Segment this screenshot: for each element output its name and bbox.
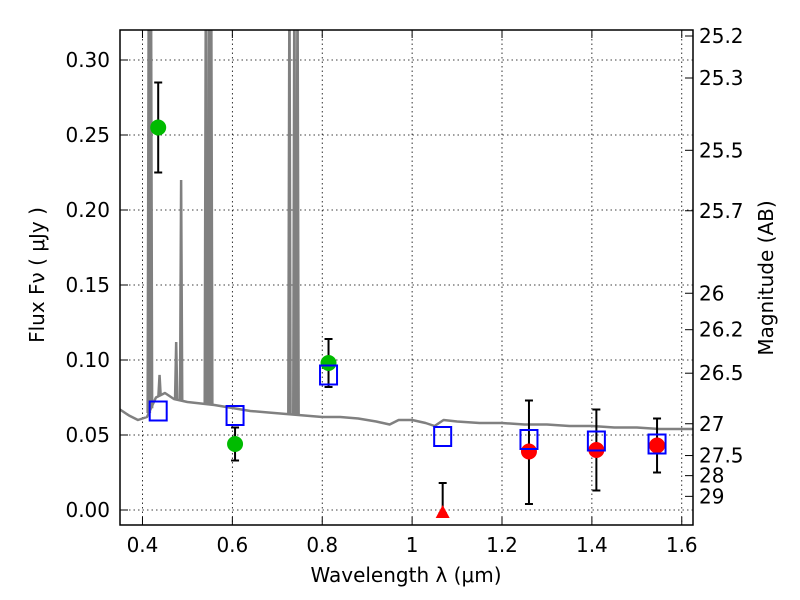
model-flux-square [319, 364, 339, 386]
plot-frame [119, 29, 694, 526]
y2-tick-label: 26.2 [699, 318, 744, 342]
x-tick-label: 1.2 [486, 533, 518, 557]
x-tick-label: 1 [406, 533, 419, 557]
template-emission-line [292, 30, 297, 415]
axis-ticks [120, 30, 693, 525]
x-tick-label: 0.4 [127, 533, 159, 557]
template-emission-line [173, 341, 179, 400]
y2-tick-label: 27.5 [699, 444, 744, 468]
template-spectrum [120, 30, 693, 431]
red-data-point [520, 443, 537, 460]
x-tick-label: 0.8 [306, 533, 338, 557]
model-flux-square [225, 405, 245, 426]
y-tick-label: 0.10 [65, 348, 110, 372]
error-bars [154, 81, 662, 514]
y2-tick-label: 26.5 [699, 361, 744, 385]
y2-tick-label: 29 [699, 484, 724, 508]
y2-tick-label: 26 [699, 281, 724, 305]
template-emission-line [157, 374, 162, 396]
x-tick-labels: 0.4 0.6 0.8 1 1.2 1.4 1.6 [127, 533, 698, 557]
y2-tick-label: 28 [699, 464, 724, 488]
x-tick-label: 1.6 [666, 533, 698, 557]
y2-tick-label: 25.5 [699, 138, 744, 162]
y-tick-label: 0.25 [65, 123, 110, 147]
model-flux-square [586, 430, 606, 452]
data-markers [148, 119, 667, 518]
y-axis-label: Flux Fν ( μJy ) [25, 207, 49, 343]
green-data-point [320, 355, 337, 371]
model-flux-square [148, 400, 168, 422]
green-data-point [150, 119, 167, 136]
y-tick-label: 0.05 [65, 423, 110, 447]
model-flux-square [647, 433, 667, 455]
x-axis-label: Wavelength λ (μm) [310, 563, 501, 587]
y2-tick-label: 25.2 [699, 24, 744, 48]
model-flux-square [519, 429, 539, 450]
y-tick-labels: 0.00 0.05 0.10 0.15 0.20 0.25 0.30 [65, 48, 110, 522]
template-emission-line [208, 30, 214, 405]
template-emission-line [287, 30, 292, 415]
y2-axis-label: Magnitude (AB) [754, 200, 778, 355]
red-data-point [649, 437, 666, 454]
y2-tick-label: 25.3 [699, 66, 744, 90]
y-tick-label: 0.00 [65, 498, 110, 522]
template-emission-line [178, 179, 184, 401]
x-tick-label: 1.4 [576, 533, 608, 557]
template-emission-line [295, 30, 300, 415]
model-flux-square [433, 426, 453, 447]
y-tick-label: 0.30 [65, 48, 110, 72]
grid-lines [120, 30, 693, 525]
y-tick-label: 0.15 [65, 273, 110, 297]
template-emission-line [203, 30, 209, 405]
green-data-point [227, 436, 244, 452]
red-upper-limit-marker [435, 505, 450, 518]
y-tick-label: 0.20 [65, 198, 110, 222]
template-emission-line [148, 30, 154, 409]
y2-tick-label: 25.7 [699, 199, 744, 223]
x-tick-label: 0.6 [216, 533, 248, 557]
y2-tick-label: 27 [699, 412, 724, 436]
